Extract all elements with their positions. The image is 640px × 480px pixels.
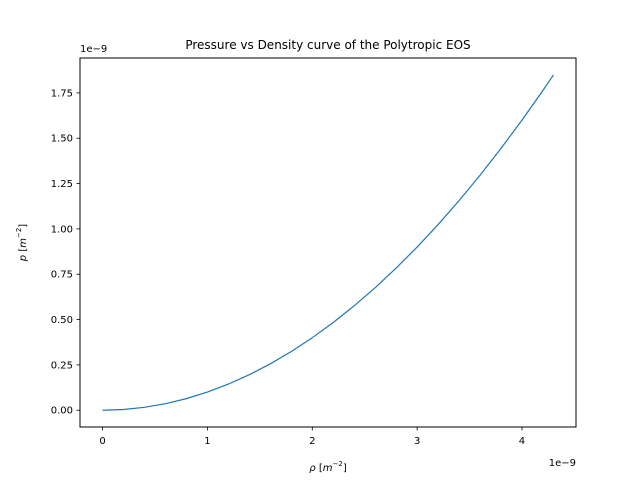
x-tick-label: 0 bbox=[99, 436, 105, 447]
y-tick-label: 1.75 bbox=[51, 88, 73, 99]
x-axis-symbol: ρ bbox=[309, 463, 316, 474]
chart-title: Pressure vs Density curve of the Polytro… bbox=[185, 38, 470, 52]
x-tick-label: 2 bbox=[309, 436, 315, 447]
plot-area bbox=[102, 74, 554, 411]
series-line bbox=[102, 74, 554, 411]
y-tick-label: 0.25 bbox=[51, 360, 73, 371]
plot-frame bbox=[79, 57, 577, 428]
x-axis-unit-exp: −2 bbox=[332, 460, 342, 468]
y-tick-label: 1.00 bbox=[51, 224, 73, 235]
y-tick-label: 0.50 bbox=[51, 315, 73, 326]
x-tick-label: 3 bbox=[414, 436, 420, 447]
y-tick-label: 0.00 bbox=[51, 406, 73, 417]
y-axis-ticks: 0.00 0.25 0.50 0.75 1.00 1.25 1.50 1.75 bbox=[51, 88, 80, 417]
x-tick-label: 1 bbox=[204, 436, 210, 447]
y-axis-symbol: p bbox=[18, 255, 29, 262]
y-offset-text: 1e−9 bbox=[80, 44, 107, 55]
x-axis-unit: m bbox=[323, 463, 333, 474]
y-axis-unit: m bbox=[18, 238, 29, 248]
x-offset-text: 1e−9 bbox=[549, 458, 576, 469]
x-tick-label: 4 bbox=[519, 436, 525, 447]
y-axis-unit-exp: −2 bbox=[15, 228, 23, 238]
y-tick-label: 1.25 bbox=[51, 179, 73, 190]
y-tick-label: 0.75 bbox=[51, 270, 73, 281]
y-tick-label: 1.50 bbox=[51, 134, 73, 145]
x-axis-ticks: 0 1 2 3 4 bbox=[99, 427, 525, 447]
